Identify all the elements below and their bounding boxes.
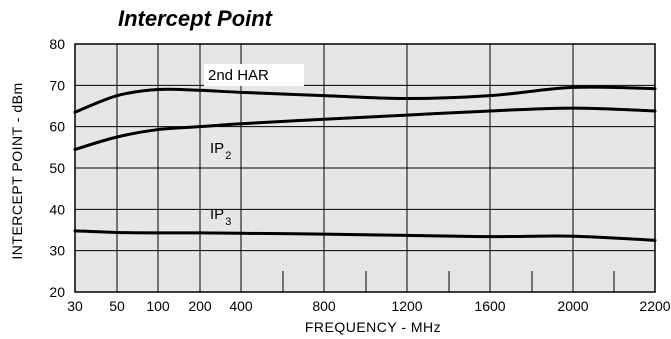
- x-tick-400: 400: [229, 298, 253, 314]
- y-tick-70: 70: [49, 77, 65, 93]
- y-tick-80: 80: [49, 36, 65, 52]
- x-tick-2000: 2000: [557, 298, 588, 314]
- y-tick-labels: 20 30 40 50 60 70 80: [49, 36, 65, 300]
- minor-ticks: [282, 271, 615, 292]
- chart-title: Intercept Point: [118, 6, 273, 31]
- series-line-2: [73, 229, 657, 242]
- series-label-box-0: [204, 64, 304, 86]
- y-tick-60: 60: [49, 119, 65, 135]
- x-tick-30: 30: [67, 298, 83, 314]
- x-axis-label: FREQUENCY - MHz: [305, 319, 441, 335]
- y-tick-40: 40: [49, 201, 65, 217]
- series-label-text-0: 2nd HAR: [208, 67, 269, 84]
- series-line-1: [73, 106, 657, 151]
- x-tick-1200: 1200: [391, 298, 422, 314]
- y-axis-label: INTERCEPT POINT - dBm: [9, 82, 25, 259]
- series-label-0: 2nd HAR: [204, 64, 304, 86]
- series-label-sub-2: 3: [225, 216, 231, 228]
- series-label-1: IP 2: [210, 140, 231, 162]
- x-tick-800: 800: [312, 298, 336, 314]
- x-tick-100: 100: [146, 298, 170, 314]
- series-label-2: IP 3: [210, 206, 231, 228]
- x-tick-50: 50: [109, 298, 125, 314]
- x-tick-200: 200: [188, 298, 212, 314]
- horizontal-gridlines: [75, 84, 655, 252]
- y-tick-20: 20: [49, 284, 65, 300]
- series-line-0: [73, 85, 657, 114]
- series-label-sub-1: 2: [225, 150, 231, 162]
- y-tick-50: 50: [49, 160, 65, 176]
- plot-border: [74, 43, 656, 293]
- x-tick-1600: 1600: [474, 298, 505, 314]
- series-label-text-1: IP: [210, 140, 224, 157]
- y-tick-30: 30: [49, 243, 65, 259]
- series-label-text-2: IP: [210, 206, 224, 223]
- x-tick-2200: 2200: [639, 298, 670, 314]
- series-lines: [73, 85, 657, 242]
- x-tick-labels: 30 50 100 200 400 800 1200 1600 2000 2200: [67, 298, 671, 314]
